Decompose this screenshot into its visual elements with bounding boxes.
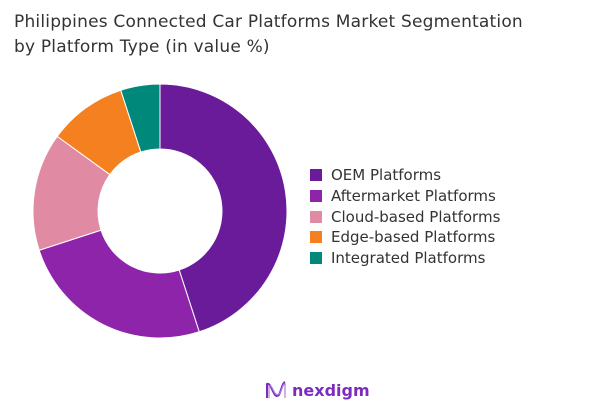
- legend-label: Aftermarket Platforms: [331, 187, 496, 206]
- title-line-2: by Platform Type (in value %): [14, 37, 270, 57]
- legend-label: Edge-based Platforms: [331, 228, 496, 247]
- donut-slice-aftermarket-platforms: [38, 229, 200, 339]
- legend-swatch: [310, 231, 322, 244]
- legend-swatch: [310, 169, 322, 182]
- legend-label: OEM Platforms: [331, 166, 442, 185]
- logo-wave-icon: [266, 381, 286, 398]
- title-line-1: Philippines Connected Car Platforms Mark…: [14, 12, 523, 32]
- legend-item: Cloud-based Platforms: [310, 206, 500, 227]
- donut-slice-oem-platforms: [159, 83, 288, 333]
- donut-slice-integrated-platforms: [120, 83, 161, 153]
- legend-item: OEM Platforms: [310, 165, 500, 186]
- legend-item: Edge-based Platforms: [310, 227, 500, 248]
- legend-label: Cloud-based Platforms: [331, 207, 501, 226]
- chart-title: Philippines Connected Car Platforms Mark…: [14, 10, 523, 60]
- legend-swatch: [310, 190, 322, 203]
- legend-label: Integrated Platforms: [331, 249, 486, 268]
- nexdigm-logo: nexdigm: [265, 380, 370, 400]
- legend-swatch: [310, 210, 322, 223]
- legend-swatch: [310, 252, 322, 265]
- logo-text: nexdigm: [292, 380, 370, 400]
- legend: OEM Platforms Aftermarket Platforms Clou…: [310, 165, 500, 268]
- legend-item: Aftermarket Platforms: [310, 186, 500, 207]
- legend-item: Integrated Platforms: [310, 248, 500, 269]
